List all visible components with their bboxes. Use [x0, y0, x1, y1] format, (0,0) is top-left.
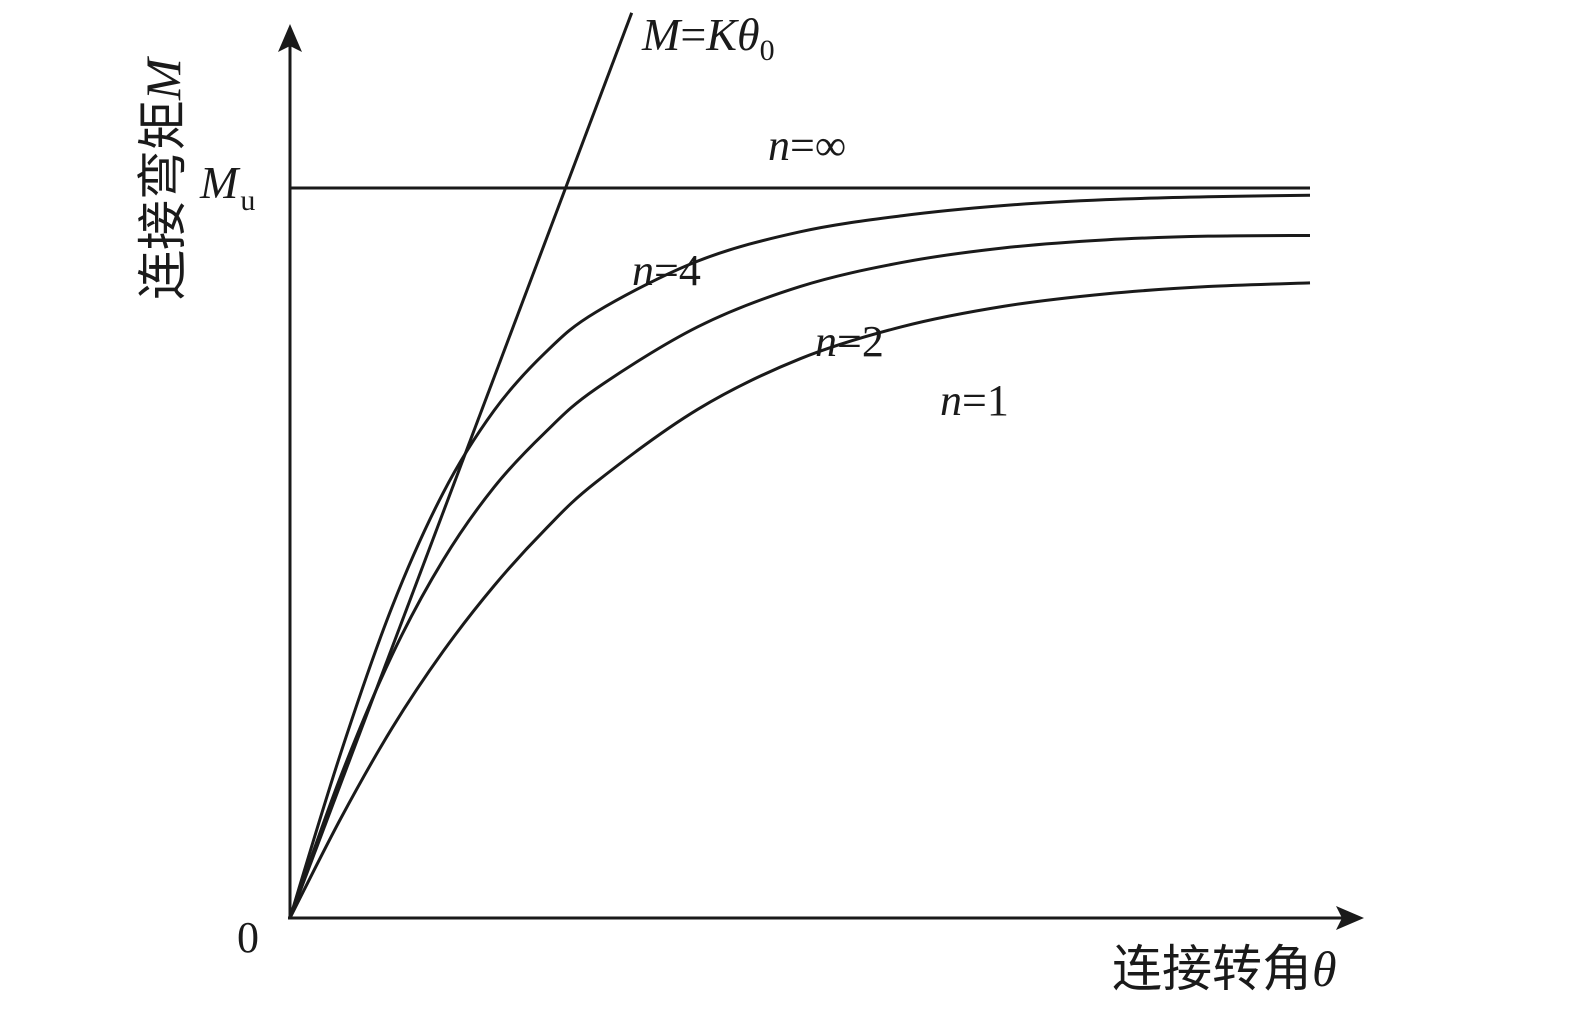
series-line-n2 — [288, 233, 1311, 919]
series-label-n2: n=2 — [815, 317, 884, 366]
n1-var: n — [940, 376, 962, 425]
series-label-n-inf: n=∞ — [768, 121, 846, 170]
series-label-n4: n=4 — [632, 246, 701, 295]
n4-rest: =4 — [654, 246, 701, 295]
x-axis-label: 连接转角θ — [1112, 940, 1337, 998]
x-axis-label-text: 连接转角 — [1112, 940, 1312, 998]
x-axis-arrow-icon — [1336, 906, 1364, 930]
y-axis-label-symbol: M — [135, 56, 191, 101]
elastic-label-k: K — [705, 9, 739, 60]
y-axis-label: 连接弯矩M — [134, 56, 192, 300]
n4-var: n — [632, 246, 654, 295]
series-label-elastic: M=Kθ0 — [641, 9, 775, 67]
elastic-label-eq: = — [680, 9, 706, 60]
x-axis-label-symbol: θ — [1312, 941, 1337, 997]
n-inf-var: n — [768, 121, 790, 170]
elastic-label-theta: θ — [737, 9, 760, 60]
elastic-label-sub: 0 — [760, 34, 775, 67]
series-line-n4 — [288, 193, 1311, 919]
elastic-label-m: M — [641, 9, 683, 60]
series-line-n1 — [288, 281, 1311, 919]
y-axis-arrow-icon — [278, 24, 302, 52]
ytick-label-symbol: M — [199, 157, 241, 208]
n2-var: n — [815, 317, 837, 366]
ytick-label-mu: Mu — [199, 157, 255, 217]
y-axis-label-text: 连接弯矩 — [134, 100, 192, 300]
n2-rest: =2 — [837, 317, 884, 366]
n-inf-rest: =∞ — [790, 121, 846, 170]
ytick-label-subscript: u — [240, 184, 255, 217]
n1-rest: =1 — [962, 376, 1009, 425]
origin-label: 0 — [237, 913, 259, 962]
series-line-elastic — [288, 12, 634, 919]
series-label-n1: n=1 — [940, 376, 1009, 425]
